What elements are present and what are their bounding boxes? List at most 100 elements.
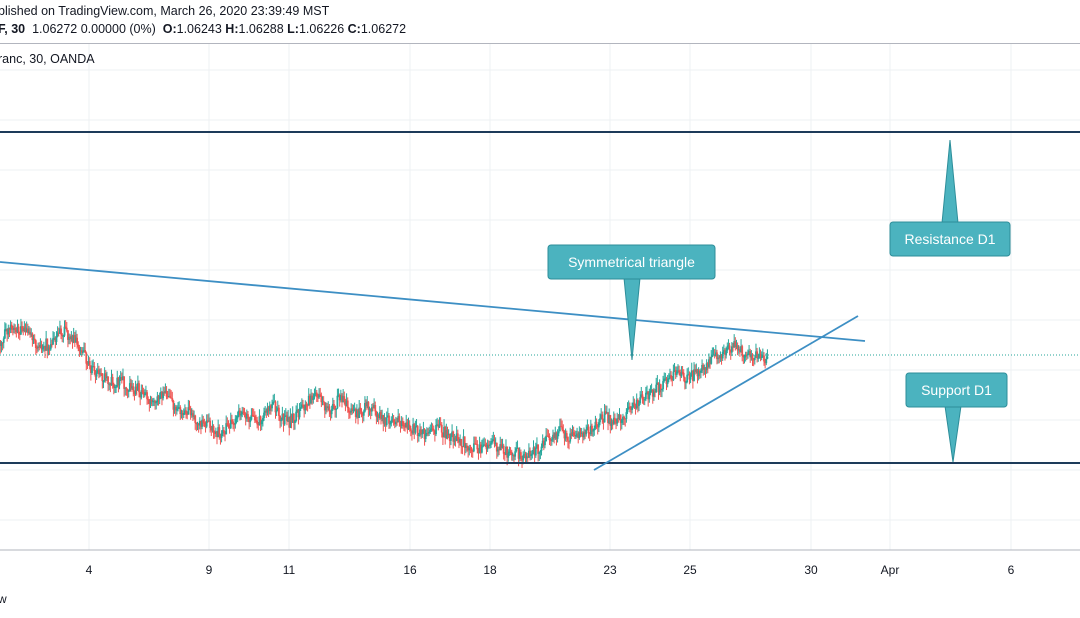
candle-body [476, 444, 479, 450]
candle-body [290, 415, 293, 423]
candle [242, 407, 245, 416]
candle [70, 331, 73, 342]
candle [464, 442, 467, 454]
candle-body [380, 412, 382, 419]
candle-body [338, 394, 341, 401]
candle-body [502, 445, 505, 454]
candle-body [18, 333, 21, 335]
candle [237, 404, 240, 417]
candle [134, 380, 137, 396]
candle-body [33, 338, 36, 341]
candle-body [116, 377, 119, 387]
candle-body [475, 443, 478, 445]
candle [165, 386, 168, 400]
candle [34, 339, 37, 355]
candle [436, 417, 439, 427]
candle-body [188, 407, 191, 410]
candle [433, 430, 436, 442]
candle-body [755, 351, 757, 358]
candle-body [544, 441, 546, 446]
candle [498, 446, 500, 456]
candle-body [250, 414, 253, 420]
candle-body [133, 391, 136, 395]
candle [555, 431, 558, 446]
candle-body [23, 327, 26, 331]
candle [690, 362, 693, 377]
candle-body [181, 413, 184, 415]
candle [649, 385, 652, 396]
candle [67, 329, 69, 348]
triangle-lower-trendline[interactable] [593, 315, 859, 471]
candle-body [202, 419, 205, 423]
candle-body [718, 357, 721, 359]
candle-body [127, 390, 130, 392]
candle [523, 449, 526, 459]
candle [143, 389, 146, 398]
candle [155, 400, 158, 410]
candle [638, 400, 640, 412]
candle-body [564, 433, 567, 439]
candle-body [314, 392, 317, 395]
candle-body [483, 444, 486, 446]
candle [583, 427, 585, 441]
callout-support-d1[interactable]: Support D1 [905, 372, 1008, 463]
candle-body [310, 395, 312, 404]
candle [536, 437, 538, 449]
candle-body [171, 398, 174, 401]
ohlc-o-label: O: [162, 22, 177, 36]
candle-body [679, 372, 682, 377]
candle [347, 406, 350, 420]
candle-body [297, 409, 300, 418]
candle [391, 413, 394, 423]
callout-symmetrical-triangle[interactable]: Symmetrical triangle [547, 244, 716, 361]
candle [531, 449, 534, 459]
time-axis[interactable]: r49111618232530Apr6 [0, 563, 1015, 577]
candle-body [420, 429, 423, 435]
candle-body [357, 410, 359, 418]
candle [596, 424, 599, 435]
candle-body [135, 386, 138, 391]
candle-body [368, 408, 371, 410]
candle [703, 364, 706, 375]
candle-body [510, 451, 513, 455]
candle [516, 440, 519, 449]
candle [11, 325, 14, 336]
candle [468, 444, 471, 456]
candle [244, 412, 247, 426]
candle-body [700, 370, 702, 373]
x-tick-label: 9 [206, 563, 213, 577]
candle [259, 415, 262, 432]
candle [218, 424, 221, 440]
candle-body [201, 419, 204, 427]
candle [726, 342, 729, 354]
candle [326, 402, 328, 413]
candle-body [166, 396, 169, 398]
candle-body [458, 439, 460, 443]
triangle-upper-trendline[interactable] [0, 261, 866, 342]
candle-body [107, 376, 109, 385]
candle [390, 416, 393, 427]
callout-resistance-d1[interactable]: Resistance D1 [889, 139, 1011, 257]
candle-body [678, 370, 681, 373]
candle-body [31, 333, 34, 341]
candle-body [733, 341, 736, 348]
candle [50, 339, 53, 348]
candle-body [224, 432, 226, 435]
candle-body [633, 402, 636, 406]
candle [106, 371, 108, 382]
candle [91, 360, 93, 375]
candle [534, 442, 537, 458]
candle-body [732, 346, 734, 348]
candle-body [534, 448, 537, 456]
candle-body [440, 424, 443, 433]
candle [71, 334, 74, 349]
candle [296, 403, 299, 413]
candle [489, 440, 491, 449]
candle [151, 398, 154, 407]
candle-body [631, 406, 634, 410]
candle-body [589, 425, 592, 435]
candle-body [608, 415, 611, 423]
candle [92, 359, 95, 368]
candle [714, 345, 717, 357]
